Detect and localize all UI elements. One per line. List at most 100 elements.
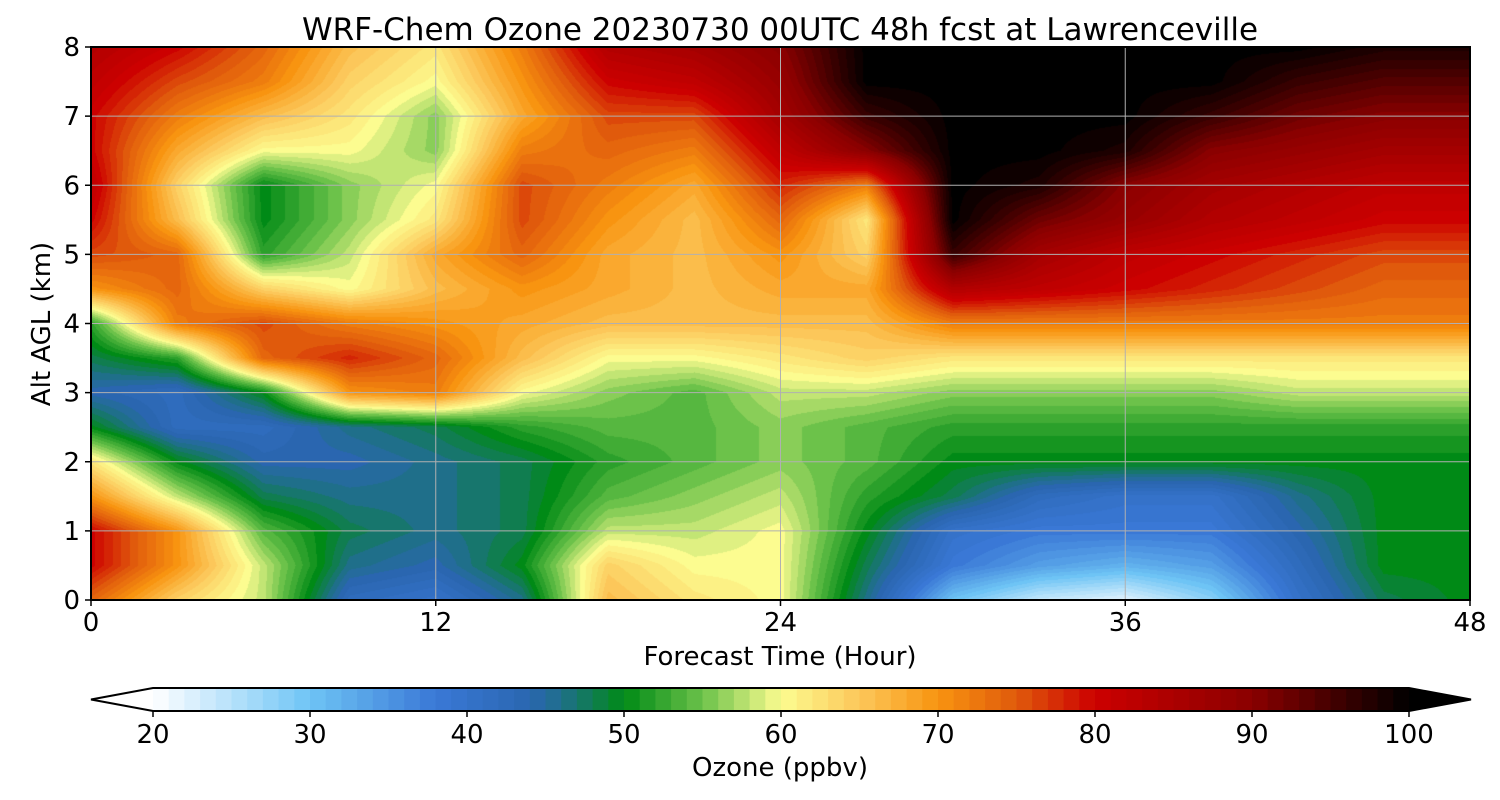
colorbar-segment <box>153 688 170 711</box>
colorbar-segment <box>561 688 578 711</box>
colorbar-segment <box>215 688 233 711</box>
x-tick-label: 12 <box>419 608 452 638</box>
colorbar-segment <box>467 688 484 711</box>
colorbar-segment <box>1314 688 1332 711</box>
colorbar-tick-label: 40 <box>450 720 483 750</box>
colorbar-segment <box>545 688 562 711</box>
colorbar-segment <box>1016 688 1033 711</box>
colorbar-segment <box>702 688 719 711</box>
y-tick-label: 3 <box>63 379 80 409</box>
colorbar-under-arrow <box>91 688 153 711</box>
colorbar-segment <box>608 688 625 711</box>
colorbar-segment <box>655 688 672 711</box>
colorbar-segment <box>624 688 641 711</box>
colorbar-segment <box>1204 688 1222 711</box>
colorbar-segment <box>843 688 861 711</box>
x-tick-label: 0 <box>83 608 100 638</box>
colorbar-segment <box>341 688 358 711</box>
colorbar-segment <box>388 688 405 711</box>
colorbar-segment <box>1047 688 1065 711</box>
y-tick-label: 1 <box>63 517 80 547</box>
colorbar-segment <box>482 688 499 711</box>
x-tick-label: 48 <box>1453 608 1486 638</box>
colorbar-segment <box>231 688 248 711</box>
colorbar-segment <box>938 688 955 711</box>
colorbar-segment <box>781 688 798 711</box>
colorbar-segment <box>451 688 468 711</box>
colorbar-tick-label: 30 <box>293 720 326 750</box>
gridlines <box>91 47 1470 600</box>
colorbar-segment <box>906 688 923 711</box>
colorbar-segment <box>1032 688 1049 711</box>
colorbar-segment <box>184 688 201 711</box>
y-tick-label: 6 <box>63 171 80 201</box>
colorbar-tick-label: 90 <box>1235 720 1268 750</box>
colorbar-segment <box>1393 688 1410 711</box>
colorbar-segment <box>1361 688 1379 711</box>
colorbar-segment <box>1267 688 1284 711</box>
colorbar-segment <box>1095 688 1112 711</box>
colorbar-segment <box>294 688 311 711</box>
colorbar-segment <box>435 688 452 711</box>
colorbar-segment <box>1283 688 1300 711</box>
colorbar-segment <box>1173 688 1190 711</box>
y-tick-label: 4 <box>63 310 80 340</box>
colorbar-segment <box>514 688 531 711</box>
colorbar-segment <box>749 688 766 711</box>
colorbar-segment <box>357 688 374 711</box>
colorbar-segment <box>1346 688 1363 711</box>
colorbar-tick-label: 70 <box>921 720 954 750</box>
colorbar-segment <box>1236 688 1253 711</box>
colorbar-segment <box>718 688 735 711</box>
colorbar-segment <box>686 688 704 711</box>
x-axis: 0 12 24 36 48 <box>83 600 1487 638</box>
colorbar-segment <box>404 688 421 711</box>
colorbar-segment <box>1142 688 1159 711</box>
colorbar-segment <box>1377 688 1394 711</box>
colorbar-over-arrow <box>1409 688 1471 711</box>
colorbar-segment <box>1063 688 1080 711</box>
colorbar-segment <box>310 688 327 711</box>
colorbar-segment <box>247 688 264 711</box>
colorbar-segment <box>278 688 295 711</box>
chart-title: WRF-Chem Ozone 20230730 00UTC 48h fcst a… <box>302 12 1258 48</box>
y-axis: 0 1 2 3 4 5 6 7 8 <box>63 33 91 616</box>
colorbar-segment <box>529 688 547 711</box>
colorbar-tick-label: 100 <box>1384 720 1434 750</box>
colorbar-tick-label: 60 <box>764 720 797 750</box>
colorbar-segment <box>922 688 939 711</box>
colorbar-segment <box>1157 688 1175 711</box>
colorbar-label: Ozone (ppbv) <box>692 753 868 783</box>
colorbar-segment <box>419 688 437 711</box>
y-tick-label: 2 <box>63 448 80 478</box>
colorbar-segment <box>1110 688 1127 711</box>
colorbar-segment <box>262 688 280 711</box>
colorbar-segment <box>890 688 908 711</box>
colorbar-segment <box>671 688 688 711</box>
colorbar-segment <box>1189 688 1206 711</box>
colorbar-segment <box>498 688 515 711</box>
x-tick-label: 24 <box>764 608 797 638</box>
colorbar-segment <box>859 688 876 711</box>
colorbar-segment <box>372 688 390 711</box>
y-tick-label: 0 <box>63 586 80 616</box>
colorbar-segment <box>796 688 813 711</box>
colorbar-segment <box>875 688 892 711</box>
colorbar-tick-label: 50 <box>607 720 640 750</box>
x-axis-label: Forecast Time (Hour) <box>643 642 916 672</box>
colorbar-segment <box>200 688 217 711</box>
colorbar-segment <box>1079 688 1096 711</box>
colorbar-segment <box>1252 688 1269 711</box>
colorbar-segment <box>325 688 342 711</box>
colorbar-segment <box>576 688 594 711</box>
colorbar-segment <box>639 688 656 711</box>
colorbar-segment <box>1299 688 1316 711</box>
colorbar-segment <box>1000 688 1018 711</box>
colorbar-segment <box>828 688 845 711</box>
colorbar-segment <box>1220 688 1237 711</box>
y-axis-label: Alt AGL (km) <box>27 242 57 406</box>
colorbar-segment <box>953 688 970 711</box>
colorbar: 20 30 40 50 60 70 80 90 100 <box>90 687 1472 750</box>
